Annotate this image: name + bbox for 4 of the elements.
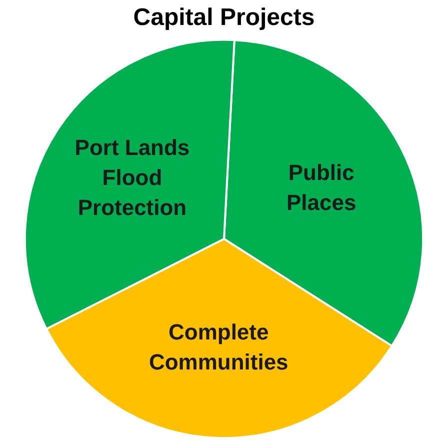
slice-label: Port Lands Flood Protection: [74, 135, 190, 220]
slice-label: Public Places: [286, 160, 356, 215]
slice-label: Complete Communities: [148, 319, 288, 374]
chart-title: Capital Projects: [133, 4, 315, 32]
